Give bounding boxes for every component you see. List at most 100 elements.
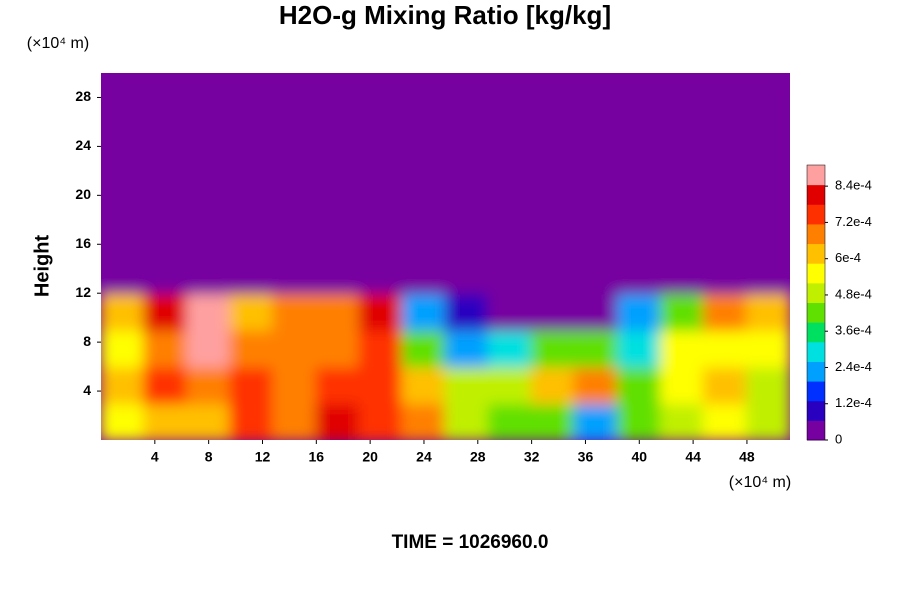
field-cell [745, 145, 790, 185]
field-cell [186, 365, 232, 405]
field-cell [272, 328, 318, 368]
field-cell [702, 182, 748, 221]
field-cell [101, 145, 146, 185]
field-cell [444, 145, 490, 185]
field-cell [745, 402, 790, 440]
field-cell [101, 108, 146, 148]
field-cell [659, 365, 705, 405]
y-tick-label: 20 [75, 186, 91, 202]
field-cell [229, 145, 275, 185]
x-tick-label: 28 [470, 449, 486, 465]
axes: 4 8 12 16 20 24 28 32 36 40 44 4848121620242801.2e-… [75, 88, 871, 465]
field-cell [487, 108, 533, 148]
field-cell [315, 328, 361, 368]
field-cell [143, 292, 189, 331]
field-cell [101, 402, 146, 440]
field-cell [702, 73, 748, 111]
field-cell [745, 182, 790, 221]
y-tick-label: 16 [75, 235, 91, 251]
field-cell [616, 218, 662, 258]
field-cell [444, 402, 490, 440]
field-cell [659, 73, 705, 111]
colorbar-tick-label: 0 [835, 431, 842, 446]
field-cell [487, 365, 533, 405]
field-cell [143, 328, 189, 368]
field-cell [530, 328, 576, 368]
field-cell [315, 402, 361, 440]
field-cell [272, 73, 318, 111]
field-cell [186, 255, 232, 295]
field-cell [659, 328, 705, 368]
field-cell [272, 365, 318, 405]
colorbar-tick-label: 2.4e-4 [835, 359, 872, 374]
field-cell [530, 73, 576, 111]
field-cell [616, 182, 662, 221]
field-cell [229, 108, 275, 148]
field-cell [401, 145, 447, 185]
field-cell [745, 365, 790, 405]
field-cell [229, 402, 275, 440]
field-cell [487, 182, 533, 221]
field-cell [186, 402, 232, 440]
field-cell [229, 73, 275, 111]
field-cell [401, 365, 447, 405]
x-tick-label: 8 [205, 449, 213, 465]
field-cell [659, 255, 705, 295]
field-cell [702, 255, 748, 295]
field-cell [745, 108, 790, 148]
field-cell [272, 255, 318, 295]
field-cell [444, 365, 490, 405]
y-tick-label: 24 [75, 137, 91, 153]
x-tick-label: 48 [739, 449, 755, 465]
field-cell [186, 73, 232, 111]
colorbar-band [807, 165, 825, 186]
field-cell [573, 328, 619, 368]
field-cell [272, 292, 318, 331]
field-cell [573, 145, 619, 185]
field-cell [401, 73, 447, 111]
field-cell [186, 182, 232, 221]
colorbar-band [807, 223, 825, 245]
field-cell [358, 292, 404, 331]
field-cell [444, 328, 490, 368]
y-tick-label: 12 [75, 284, 91, 300]
field-cell [101, 255, 146, 295]
field-cell [573, 218, 619, 258]
field-cell [401, 182, 447, 221]
field-cell [401, 218, 447, 258]
colorbar-tick-label: 3.6e-4 [835, 323, 872, 338]
field-cell [616, 145, 662, 185]
x-tick-label: 4 [151, 449, 159, 465]
field-cell [530, 365, 576, 405]
field-cell [401, 402, 447, 440]
field-cell [702, 108, 748, 148]
field-cell [229, 218, 275, 258]
field-cell [315, 108, 361, 148]
y-unit: (×10⁴ m) [27, 35, 89, 52]
field-cell [358, 108, 404, 148]
field-cell [573, 402, 619, 440]
field-cell [358, 145, 404, 185]
field-cell [745, 255, 790, 295]
x-tick-label: 24 [416, 449, 432, 465]
colorbar-tick-label: 7.2e-4 [835, 214, 872, 229]
field-cell [143, 255, 189, 295]
field-cell [616, 73, 662, 111]
field-cell [487, 292, 533, 331]
field-cell [487, 255, 533, 295]
field-cell [229, 328, 275, 368]
field-cell [659, 402, 705, 440]
field-cell [272, 182, 318, 221]
field-cell [358, 365, 404, 405]
field-cell [401, 108, 447, 148]
field-cell [272, 218, 318, 258]
field-cell [315, 73, 361, 111]
field-cell [530, 145, 576, 185]
x-tick-label: 36 [578, 449, 594, 465]
field-cell [101, 365, 146, 405]
field-cell [444, 292, 490, 331]
field-cell [573, 292, 619, 331]
y-tick-label: 8 [83, 333, 91, 349]
field-cell [315, 292, 361, 331]
